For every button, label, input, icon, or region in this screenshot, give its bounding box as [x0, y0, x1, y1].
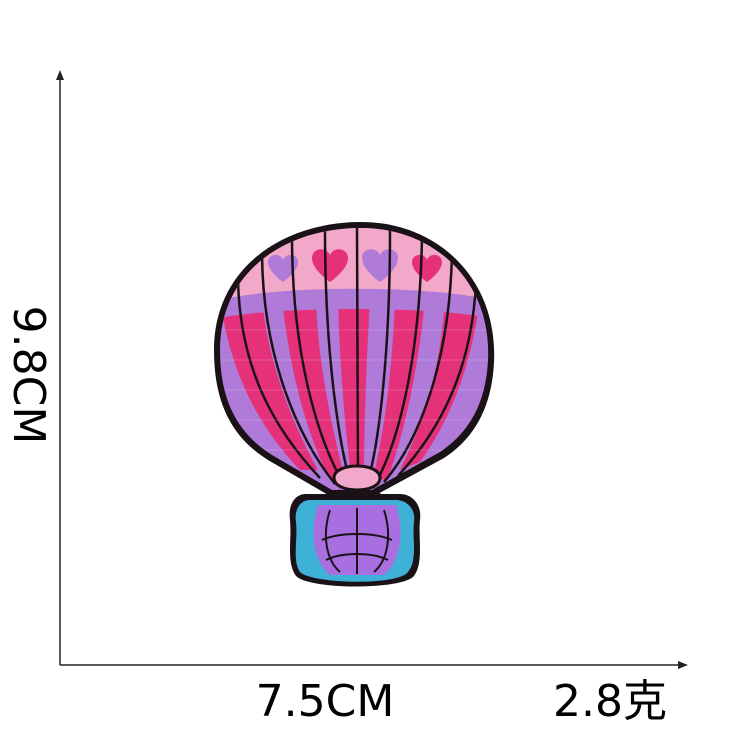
- envelope-fill: [220, 227, 489, 490]
- basket-fill: [295, 500, 415, 582]
- width-label: 7.5CM: [255, 676, 395, 727]
- burner-ring: [332, 464, 382, 492]
- vertical-axis-arrow: [56, 70, 64, 80]
- horizontal-axis-arrow: [678, 661, 688, 669]
- weight-label: 2.8克: [553, 676, 667, 727]
- height-label: 9.8CM: [3, 305, 54, 445]
